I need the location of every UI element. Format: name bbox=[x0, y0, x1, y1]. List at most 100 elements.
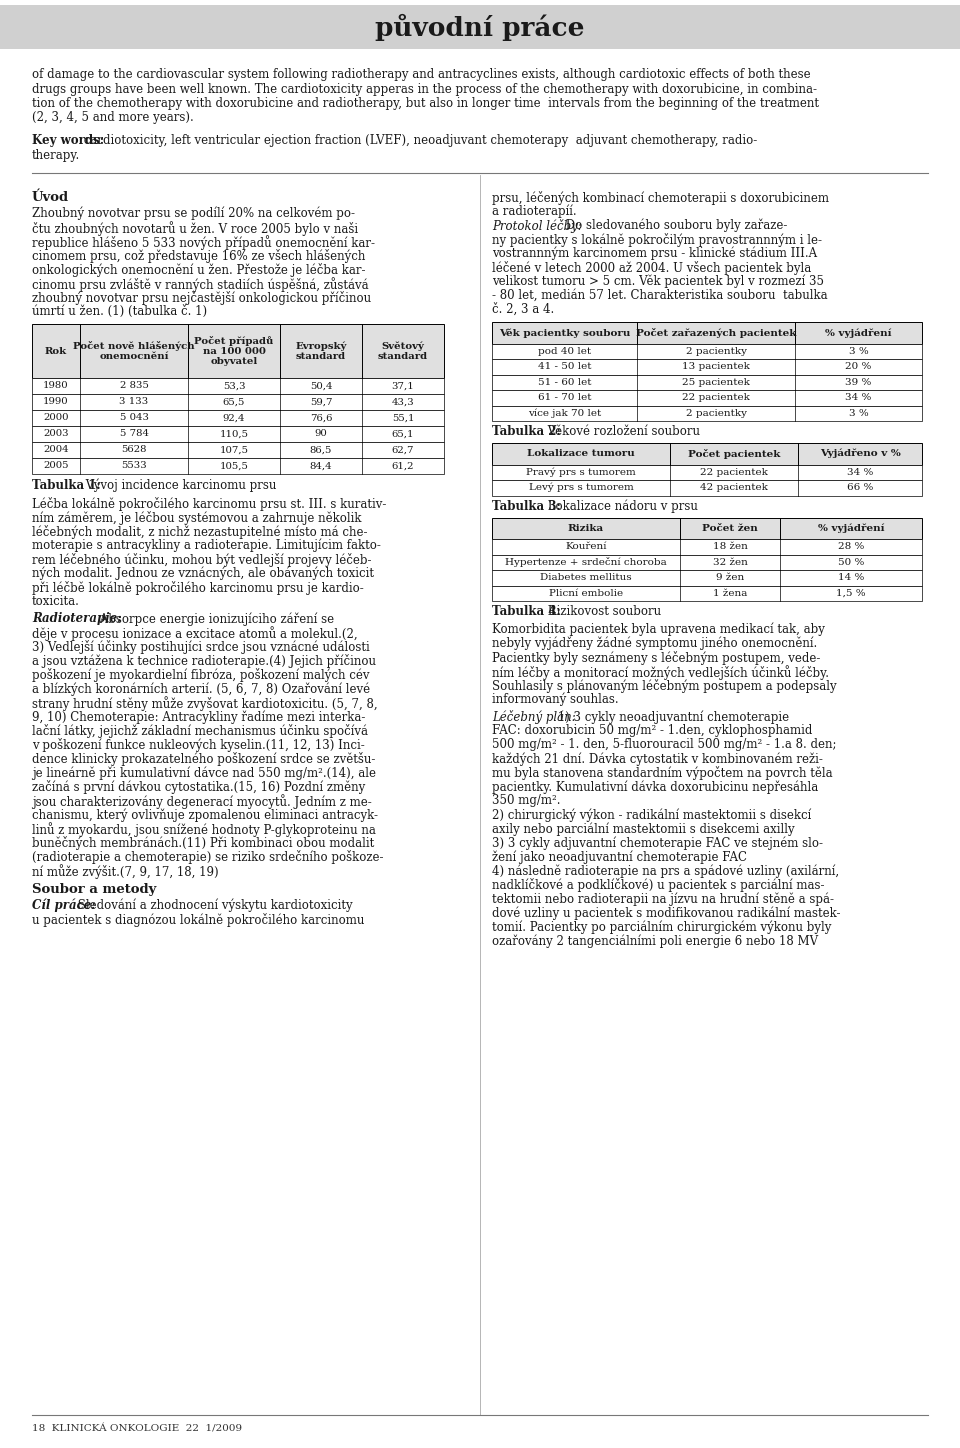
Bar bbox=[492, 517, 922, 539]
Text: ním léčby a monitorací možných vedlejších účinků léčby.: ním léčby a monitorací možných vedlejšíc… bbox=[492, 665, 829, 681]
Text: Plicní embolie: Plicní embolie bbox=[549, 589, 623, 598]
Text: 9 žen: 9 žen bbox=[716, 573, 744, 582]
Text: ozařovány 2 tangenciálními poli energie 6 nebo 18 MV: ozařovány 2 tangenciálními poli energie … bbox=[492, 934, 818, 947]
Text: nebyly vyjádřeny žádné symptomu jiného onemocnění.: nebyly vyjádřeny žádné symptomu jiného o… bbox=[492, 637, 817, 650]
Bar bbox=[32, 442, 444, 458]
Text: 2004: 2004 bbox=[43, 446, 69, 455]
Text: vostrannným karcinomem prsu - klinické stádium III.A: vostrannným karcinomem prsu - klinické s… bbox=[492, 248, 817, 261]
Text: Rok: Rok bbox=[45, 346, 67, 356]
Text: a radioterapíí.: a radioterapíí. bbox=[492, 206, 577, 219]
Text: 1) 3 cykly neoadjuvantní chemoterapie: 1) 3 cykly neoadjuvantní chemoterapie bbox=[554, 710, 789, 724]
Text: 25 pacientek: 25 pacientek bbox=[682, 378, 750, 387]
Text: Tabulka 2:: Tabulka 2: bbox=[492, 426, 561, 437]
Text: 2 pacientky: 2 pacientky bbox=[685, 346, 747, 356]
Text: 20 %: 20 % bbox=[846, 362, 872, 371]
Text: 2003: 2003 bbox=[43, 430, 69, 439]
Text: Tabulka 3:: Tabulka 3: bbox=[492, 500, 561, 513]
Text: Pacientky byly seznámeny s léčebným postupem, vede-: Pacientky byly seznámeny s léčebným post… bbox=[492, 652, 821, 665]
Text: Světový
standard: Světový standard bbox=[378, 342, 428, 361]
Text: tomií. Pacientky po parciálním chirurgickém výkonu byly: tomií. Pacientky po parciálním chirurgic… bbox=[492, 919, 831, 934]
Text: každých 21 dní. Dávka cytostatik v kombinovaném reži-: každých 21 dní. Dávka cytostatik v kombi… bbox=[492, 752, 823, 766]
Bar bbox=[32, 426, 444, 442]
Text: původní práce: původní práce bbox=[375, 13, 585, 41]
Bar bbox=[32, 324, 444, 378]
Text: 3 133: 3 133 bbox=[119, 398, 149, 407]
Bar bbox=[32, 378, 444, 394]
Text: 5 784: 5 784 bbox=[119, 430, 149, 439]
Text: 107,5: 107,5 bbox=[220, 446, 249, 455]
Text: 39 %: 39 % bbox=[846, 378, 872, 387]
Bar bbox=[492, 571, 922, 585]
Text: rem léčebného účinku, mohou být vedlejší projevy léčeb-: rem léčebného účinku, mohou být vedlejší… bbox=[32, 553, 372, 568]
Text: je lineárně při kumulativní dávce nad 550 mg/m².(14), ale: je lineárně při kumulativní dávce nad 55… bbox=[32, 766, 376, 779]
Text: začíná s první dávkou cytostatika.(15, 16) Pozdní změny: začíná s první dávkou cytostatika.(15, 1… bbox=[32, 780, 365, 794]
Bar bbox=[492, 443, 922, 465]
Text: 65,1: 65,1 bbox=[392, 430, 415, 439]
Text: Rizika: Rizika bbox=[568, 524, 604, 533]
Text: pod 40 let: pod 40 let bbox=[538, 346, 591, 356]
Text: u pacientek s diagnózou lokálně pokročilého karcinomu: u pacientek s diagnózou lokálně pokročil… bbox=[32, 914, 365, 927]
Bar bbox=[32, 394, 444, 410]
Text: a jsou vztážena k technice radioterapie.(4) Jejich příčinou: a jsou vztážena k technice radioterapie.… bbox=[32, 654, 376, 668]
Text: Key words:: Key words: bbox=[32, 135, 104, 148]
Text: 1 žena: 1 žena bbox=[713, 589, 747, 598]
Text: of damage to the cardiovascular system following radiotherapy and antracyclines : of damage to the cardiovascular system f… bbox=[32, 68, 810, 81]
Text: 18 žen: 18 žen bbox=[712, 542, 748, 552]
Text: Soubor a metody: Soubor a metody bbox=[32, 883, 156, 896]
Text: 13 pacientek: 13 pacientek bbox=[682, 362, 750, 371]
Text: 5533: 5533 bbox=[121, 462, 147, 471]
Text: buněčných membránách.(11) Při kombinaci obou modalit: buněčných membránách.(11) Při kombinaci … bbox=[32, 835, 374, 850]
Text: tion of the chemotherapy with doxorubicine and radiotherapy, but also in longer : tion of the chemotherapy with doxorubici… bbox=[32, 97, 819, 110]
Text: 22 pacientek: 22 pacientek bbox=[682, 394, 750, 403]
Text: 61,2: 61,2 bbox=[392, 462, 415, 471]
Text: děje v procesu ionizace a excitace atomů a molekul.(2,: děje v procesu ionizace a excitace atomů… bbox=[32, 626, 358, 641]
Text: 105,5: 105,5 bbox=[220, 462, 249, 471]
Text: 500 mg/m² - 1. den, 5-fluorouracil 500 mg/m² - 1.a 8. den;: 500 mg/m² - 1. den, 5-fluorouracil 500 m… bbox=[492, 738, 836, 752]
Text: 22 pacientek: 22 pacientek bbox=[700, 468, 768, 476]
Text: lační látky, jejichž základní mechanismus účinku spočívá: lační látky, jejichž základní mechanismu… bbox=[32, 724, 368, 738]
Text: 350 mg/m².: 350 mg/m². bbox=[492, 794, 561, 807]
Text: 14 %: 14 % bbox=[838, 573, 864, 582]
Text: chanismu, který ovlivňuje zpomalenou eliminaci antracyk-: chanismu, který ovlivňuje zpomalenou eli… bbox=[32, 808, 378, 821]
Text: informovaný souhlas.: informovaný souhlas. bbox=[492, 694, 618, 707]
Text: 59,7: 59,7 bbox=[310, 398, 332, 407]
Text: Vyjádřeno v %: Vyjádřeno v % bbox=[820, 449, 900, 459]
Text: 34 %: 34 % bbox=[846, 394, 872, 403]
Text: moterapie s antracykliny a radioterapie. Limitujícim fakto-: moterapie s antracykliny a radioterapie.… bbox=[32, 539, 381, 553]
Text: Lokalizace tumoru: Lokalizace tumoru bbox=[527, 449, 635, 458]
Text: toxicita.: toxicita. bbox=[32, 595, 80, 608]
Text: 41 - 50 let: 41 - 50 let bbox=[538, 362, 591, 371]
Text: strany hrudní stěny může zvyšovat kardiotoxicitu. (5, 7, 8,: strany hrudní stěny může zvyšovat kardio… bbox=[32, 696, 377, 711]
Text: 2005: 2005 bbox=[43, 462, 69, 471]
Text: 76,6: 76,6 bbox=[310, 414, 332, 423]
Bar bbox=[492, 555, 922, 571]
Text: dence klinicky prokazatelného poškození srdce se zvětšu-: dence klinicky prokazatelného poškození … bbox=[32, 752, 375, 766]
Text: 62,7: 62,7 bbox=[392, 446, 415, 455]
Text: % vyjádření: % vyjádření bbox=[826, 329, 892, 337]
Text: Tabulka 4:: Tabulka 4: bbox=[492, 605, 561, 618]
Text: ných modalit. Jednou ze vznácných, ale obávaných toxicit: ných modalit. Jednou ze vznácných, ale o… bbox=[32, 568, 374, 581]
Text: Počet žen: Počet žen bbox=[702, 524, 757, 533]
Text: drugs groups have been well known. The cardiotoxicity apperas in the process of : drugs groups have been well known. The c… bbox=[32, 83, 817, 96]
Text: 3) 3 cykly adjuvantní chemoterapie FAC ve stejném slo-: 3) 3 cykly adjuvantní chemoterapie FAC v… bbox=[492, 835, 823, 850]
Bar bbox=[492, 321, 922, 343]
Text: 18  KLINICKÁ ONKOLOGIE  22  1/2009: 18 KLINICKÁ ONKOLOGIE 22 1/2009 bbox=[32, 1425, 242, 1434]
Text: 34 %: 34 % bbox=[847, 468, 874, 476]
Text: (2, 3, 4, 5 and more years).: (2, 3, 4, 5 and more years). bbox=[32, 111, 194, 125]
Bar bbox=[492, 375, 922, 390]
Bar bbox=[492, 405, 922, 421]
Bar bbox=[492, 343, 922, 359]
Text: 51 - 60 let: 51 - 60 let bbox=[538, 378, 591, 387]
Text: Pravý prs s tumorem: Pravý prs s tumorem bbox=[526, 468, 636, 476]
Text: Souhlasily s plánovaným léčebným postupem a podepsaly: Souhlasily s plánovaným léčebným postupe… bbox=[492, 679, 836, 694]
Bar bbox=[492, 359, 922, 375]
Text: Absorpce energie ionizujíciho záření se: Absorpce energie ionizujíciho záření se bbox=[96, 613, 334, 626]
Text: 1990: 1990 bbox=[43, 398, 69, 407]
Text: 37,1: 37,1 bbox=[392, 381, 415, 391]
Text: úmrtí u žen. (1) (tabulka č. 1): úmrtí u žen. (1) (tabulka č. 1) bbox=[32, 306, 207, 319]
Text: 90: 90 bbox=[315, 430, 327, 439]
Text: Zhoubný novotvar prsu se podílí 20% na celkovém po-: Zhoubný novotvar prsu se podílí 20% na c… bbox=[32, 207, 355, 220]
Text: léčené v letech 2000 až 2004. U všech pacientek byla: léčené v letech 2000 až 2004. U všech pa… bbox=[492, 261, 811, 275]
Text: cardiotoxicity, left ventricular ejection fraction (LVEF), neoadjuvant chemotera: cardiotoxicity, left ventricular ejectio… bbox=[80, 135, 757, 148]
Text: Počet případů
na 100 000
obyvatel: Počet případů na 100 000 obyvatel bbox=[194, 336, 274, 366]
